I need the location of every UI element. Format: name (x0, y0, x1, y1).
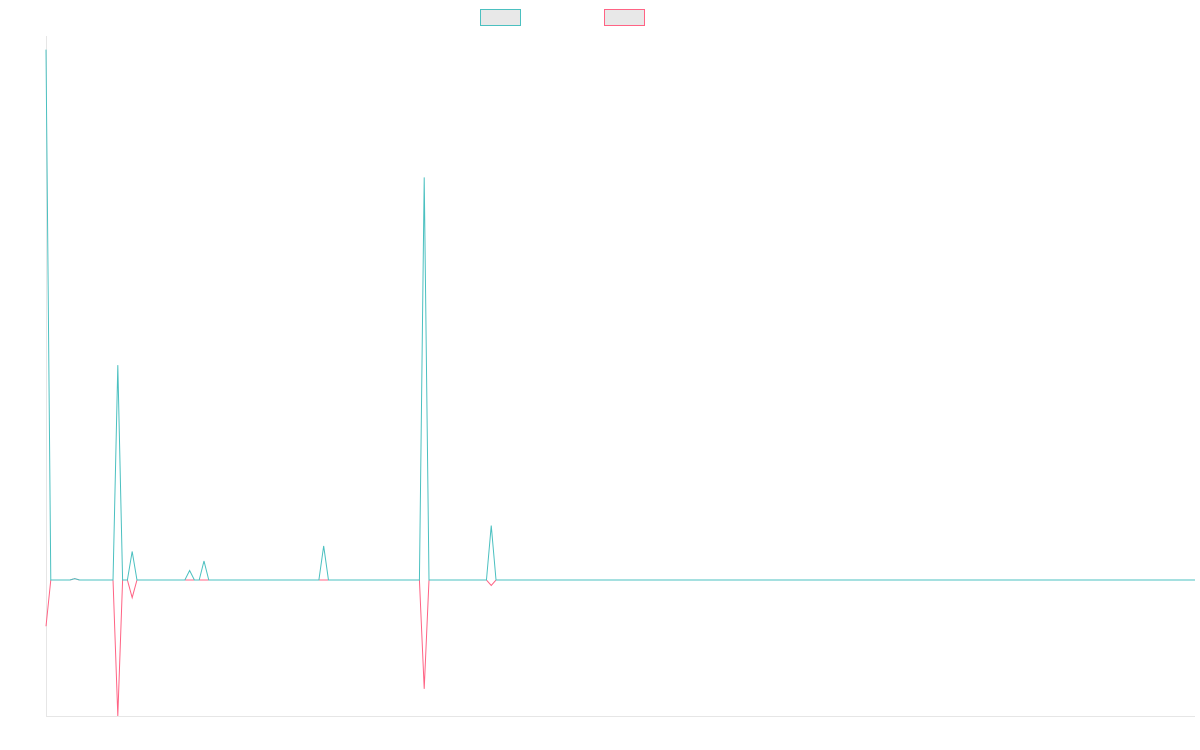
series-line-2 (45, 578, 1195, 717)
chart-legend (480, 9, 645, 26)
series-line-1 (45, 49, 1195, 581)
chart-series (45, 49, 1195, 717)
chart-axes (46, 36, 1195, 717)
legend-swatch-series-2[interactable] (604, 9, 645, 26)
legend-swatch-series-1[interactable] (480, 9, 521, 26)
